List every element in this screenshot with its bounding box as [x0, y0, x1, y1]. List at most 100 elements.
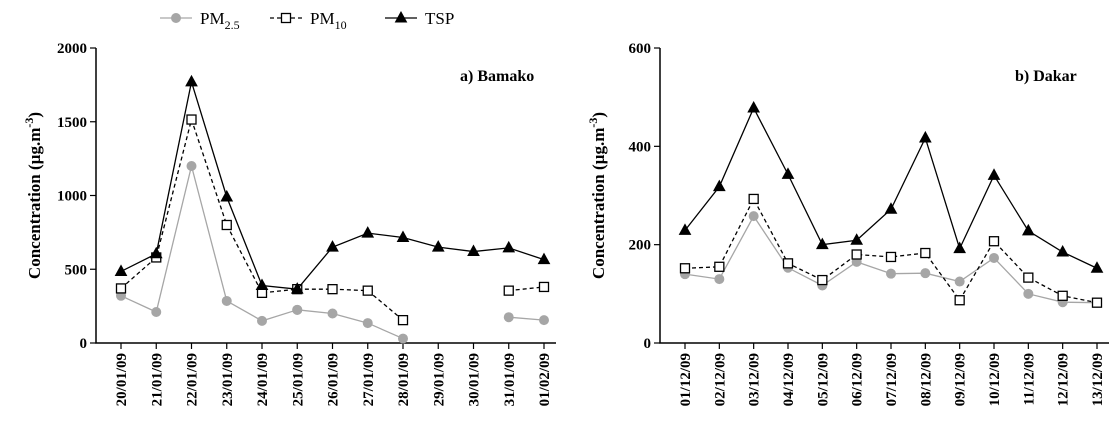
- x-tick-label: 09/12/09: [953, 353, 969, 406]
- legend: PM2.5 PM10 TSP: [160, 9, 454, 32]
- x-tick-label: 01/02/09: [537, 353, 553, 406]
- series-line: [120, 81, 545, 290]
- data-point: [954, 295, 965, 306]
- data-point: [396, 230, 410, 243]
- data-point: [186, 114, 197, 125]
- data-point: [362, 318, 373, 329]
- y-tick-label: 0: [80, 336, 88, 352]
- x-tick-label: 10/12/09: [987, 353, 1003, 406]
- data-point: [503, 312, 514, 323]
- data-point: [537, 252, 551, 265]
- data-point: [1056, 245, 1070, 257]
- series-tsp: [678, 100, 1104, 273]
- data-point: [257, 315, 267, 326]
- data-point: [953, 241, 967, 254]
- y-tick-label: 2000: [57, 41, 87, 57]
- data-point: [850, 233, 864, 245]
- legend-label: PM2.5: [200, 9, 240, 32]
- data-point: [1091, 297, 1103, 308]
- series-line: [508, 286, 545, 292]
- series-line: [684, 197, 1098, 304]
- data-point: [1090, 261, 1104, 273]
- data-point: [186, 161, 197, 171]
- data-point: [714, 274, 725, 285]
- legend-marker: [394, 10, 408, 23]
- data-point: [817, 274, 828, 286]
- data-point: [539, 315, 549, 326]
- panel-dakar: 0 200 400 600 01/12/09 02/12/09 03/12/09 04/12/…: [586, 41, 1109, 406]
- series-pm10: [115, 114, 550, 326]
- data-point: [361, 226, 375, 238]
- data-point: [362, 285, 373, 296]
- data-point: [327, 284, 338, 295]
- data-point: [1023, 288, 1034, 299]
- y-axis-title: Concentration (µg.m-3): [22, 112, 44, 279]
- data-point: [151, 307, 162, 318]
- y-tick-label: 1500: [57, 115, 87, 131]
- y-tick-label: 400: [629, 139, 652, 155]
- x-tick-label: 02/12/09: [712, 353, 728, 406]
- data-point: [714, 261, 725, 272]
- series-line: [684, 106, 1098, 269]
- legend-label: PM10: [310, 9, 347, 32]
- data-point: [988, 236, 1000, 247]
- y-axis-title: Concentration (µg.m-3): [586, 112, 608, 279]
- data-point: [255, 278, 269, 290]
- y-tick-label: 600: [629, 41, 652, 57]
- legend-item-tsp: TSP: [385, 9, 454, 28]
- data-point: [748, 211, 759, 222]
- x-tick-label: 21/01/09: [149, 353, 165, 406]
- x-tick-label: 12/12/09: [1056, 353, 1072, 406]
- series-pm2-5: [116, 161, 303, 326]
- legend-item-pm2-5: PM2.5: [160, 9, 240, 32]
- x-tick-label: 23/01/09: [220, 353, 236, 406]
- x-tick-label: 06/12/09: [850, 353, 866, 406]
- data-point: [398, 333, 408, 344]
- x-tick-label: 30/01/09: [467, 353, 483, 406]
- data-point: [712, 179, 726, 192]
- series-pm10: [679, 193, 1103, 308]
- x-tick-label: 03/12/09: [747, 353, 763, 406]
- data-point: [920, 247, 931, 259]
- legend-label: TSP: [425, 9, 454, 28]
- y-tick-label: 500: [65, 262, 88, 278]
- data-point: [114, 264, 128, 276]
- x-tick-label: 29/01/09: [431, 353, 447, 406]
- data-point: [782, 258, 794, 269]
- data-point: [918, 130, 932, 143]
- data-point: [954, 276, 965, 287]
- data-point: [886, 268, 896, 279]
- legend-item-pm10: PM10: [270, 9, 347, 32]
- data-point: [290, 282, 304, 294]
- x-tick-label: 11/12/09: [1021, 353, 1037, 406]
- data-point: [397, 314, 409, 326]
- y-tick-label: 200: [629, 238, 652, 254]
- data-point: [221, 219, 232, 231]
- axis-lines: [659, 48, 1109, 344]
- data-point: [987, 168, 1001, 180]
- x-tick-label: 05/12/09: [815, 353, 831, 406]
- panel-label: a) Bamako: [460, 68, 534, 85]
- legend-marker: [280, 12, 292, 24]
- data-point: [149, 246, 163, 259]
- x-tick-label: 07/12/09: [884, 353, 900, 406]
- series-line: [508, 316, 545, 321]
- data-point: [1057, 290, 1068, 301]
- x-tick-label: 20/01/09: [114, 353, 130, 406]
- data-point: [292, 304, 303, 315]
- data-point: [885, 251, 897, 263]
- data-point: [781, 167, 795, 179]
- data-point: [678, 223, 692, 235]
- series-tsp: [114, 74, 551, 294]
- y-tick-label: 1000: [57, 189, 87, 205]
- x-tick-label: 22/01/09: [185, 353, 201, 406]
- data-point: [989, 252, 999, 263]
- data-point: [851, 249, 862, 260]
- data-point: [220, 189, 234, 202]
- y-tick-label: 0: [644, 336, 652, 352]
- x-tick-label: 01/12/09: [678, 353, 694, 406]
- data-point: [815, 237, 829, 250]
- x-tick-label: 28/01/09: [396, 353, 412, 406]
- data-point: [326, 240, 339, 252]
- x-tick-label: 24/01/09: [255, 353, 271, 406]
